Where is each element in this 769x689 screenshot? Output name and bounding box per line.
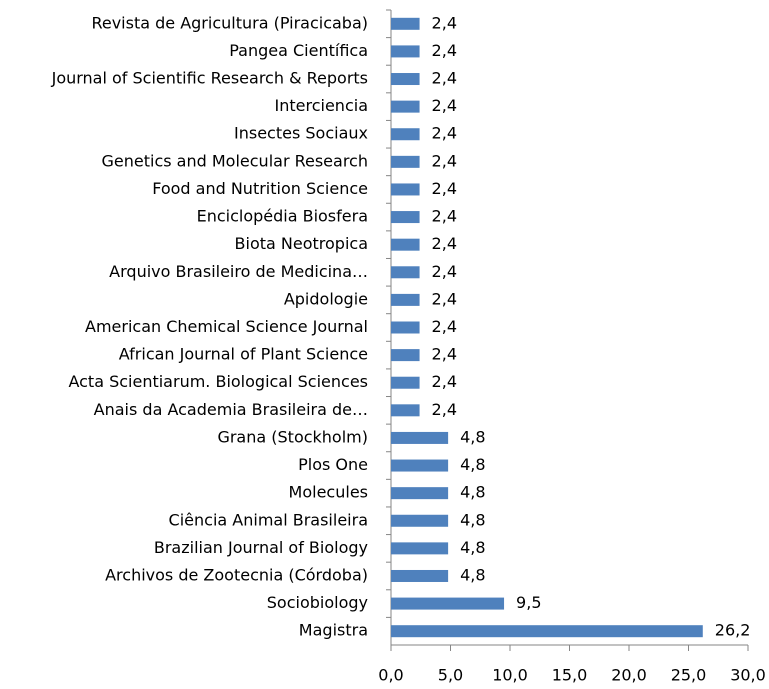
category-label: Arquivo Brasileiro de Medicina… (109, 262, 368, 281)
category-label: Pangea Científica (229, 41, 368, 60)
category-label: Genetics and Molecular Research (102, 151, 368, 170)
value-label: 4,8 (460, 455, 485, 474)
x-tick-label: 25,0 (671, 666, 707, 685)
category-label: Magistra (299, 621, 368, 640)
value-label: 2,4 (432, 234, 457, 253)
bar (391, 625, 703, 638)
value-label: 4,8 (460, 483, 485, 502)
category-label: Anais da Academia Brasileira de… (94, 400, 368, 419)
category-label: Acta Scientiarum. Biological Sciences (68, 372, 368, 391)
bar (391, 211, 420, 224)
x-tick-label: 20,0 (611, 666, 647, 685)
bar (391, 17, 420, 30)
category-label: Sociobiology (267, 593, 368, 612)
category-label: Revista de Agricultura (Piracicaba) (91, 13, 368, 32)
value-label: 2,4 (432, 207, 457, 226)
bar (391, 597, 505, 610)
value-label: 2,4 (432, 400, 457, 419)
value-label: 9,5 (516, 593, 541, 612)
bar (391, 404, 420, 417)
value-label: 2,4 (432, 262, 457, 281)
bar (391, 376, 420, 389)
value-label: 2,4 (432, 124, 457, 143)
value-label: 2,4 (432, 13, 457, 32)
value-label: 2,4 (432, 372, 457, 391)
x-tick-label: 0,0 (378, 666, 403, 685)
value-label: 2,4 (432, 345, 457, 364)
category-label: Ciência Animal Brasileira (169, 510, 368, 529)
category-label: Enciclopédia Biosfera (197, 207, 368, 226)
bar (391, 45, 420, 58)
category-label: Apidologie (284, 289, 368, 308)
category-label: Brazilian Journal of Biology (154, 538, 368, 557)
value-label: 2,4 (432, 151, 457, 170)
category-label: Journal of Scientific Research & Reports (51, 69, 368, 88)
bar (391, 266, 420, 279)
bar (391, 459, 449, 472)
value-label: 2,4 (432, 317, 457, 336)
category-label: Interciencia (275, 96, 368, 115)
category-label: Molecules (289, 483, 368, 502)
value-label: 4,8 (460, 427, 485, 446)
bar (391, 73, 420, 86)
bar (391, 155, 420, 168)
category-label: American Chemical Science Journal (85, 317, 368, 336)
value-label: 2,4 (432, 41, 457, 60)
bar (391, 238, 420, 251)
bar (391, 128, 420, 141)
bar (391, 542, 449, 555)
x-tick-label: 5,0 (438, 666, 463, 685)
value-label: 2,4 (432, 289, 457, 308)
value-label: 26,2 (715, 621, 751, 640)
category-label: Food and Nutrition Science (152, 179, 368, 198)
value-label: 4,8 (460, 510, 485, 529)
x-tick-label: 15,0 (552, 666, 588, 685)
value-label: 2,4 (432, 96, 457, 115)
value-label: 4,8 (460, 538, 485, 557)
bar (391, 100, 420, 113)
x-tick-label: 30,0 (730, 666, 766, 685)
bar (391, 349, 420, 362)
bar (391, 183, 420, 196)
bar (391, 514, 449, 527)
bar (391, 431, 449, 444)
category-label: African Journal of Plant Science (119, 345, 368, 364)
bar (391, 293, 420, 306)
category-label: Biota Neotropica (235, 234, 368, 253)
category-label: Plos One (298, 455, 368, 474)
category-label: Grana (Stockholm) (217, 427, 368, 446)
category-label: Insectes Sociaux (234, 124, 368, 143)
value-label: 2,4 (432, 179, 457, 198)
value-label: 4,8 (460, 565, 485, 584)
category-label: Archivos de Zootecnia (Córdoba) (105, 565, 368, 584)
x-tick-label: 10,0 (492, 666, 528, 685)
bar (391, 487, 449, 500)
bar (391, 569, 449, 582)
value-label: 2,4 (432, 69, 457, 88)
bar (391, 321, 420, 334)
